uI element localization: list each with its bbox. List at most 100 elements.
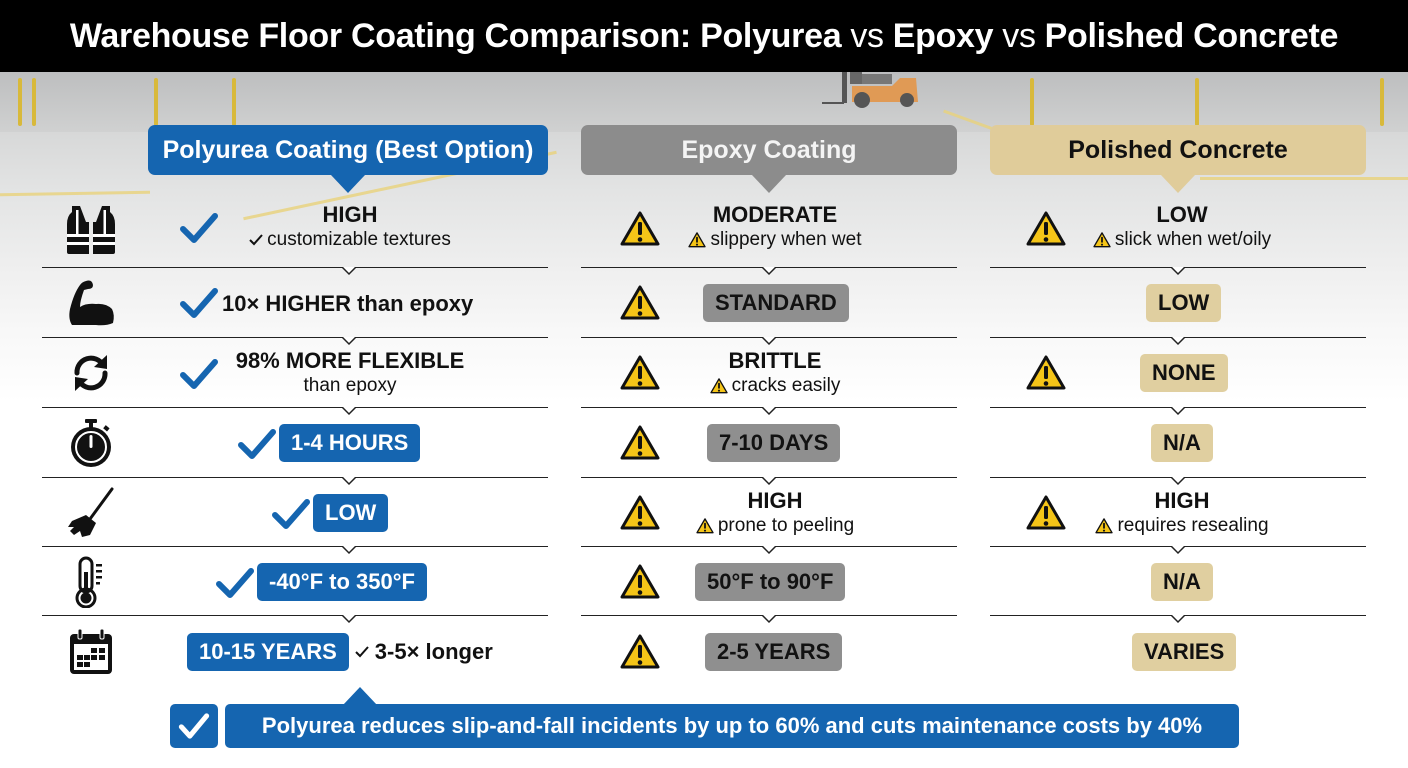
divider-notch [342,477,356,486]
divider-polyurea [42,477,548,486]
warning-icon [620,425,660,461]
safety-post [1195,78,1199,126]
check-small-icon [355,646,369,658]
value-sub-text: prone to peeling [717,515,855,536]
flexed-arm-icon [62,274,120,332]
divider-notch [762,267,776,276]
epoxy-maintenance: HIGH prone to peeling [645,488,905,538]
warning-icon [620,564,660,600]
concrete-slip-resistance: LOW slick when wet/oily [1052,202,1312,252]
value-main: HIGH [1154,488,1210,513]
divider-notch [1171,337,1185,346]
value-pill: VARIES [1132,633,1237,671]
divider-epoxy [581,477,957,486]
column-header-polyurea: Polyurea Coating (Best Option) [148,125,548,175]
divider-notch [762,477,776,486]
divider-polyurea [42,615,548,624]
column-header-concrete: Polished Concrete [990,125,1366,175]
value-main: 98% MORE FLEXIBLE [235,348,465,373]
title-part-epoxy: Epoxy [892,16,994,55]
divider-notch [342,407,356,416]
divider-notch [762,337,776,346]
check-icon [180,358,218,390]
divider-epoxy [581,267,957,276]
value-sub: customizable textures [249,228,451,252]
value-sub: requires resealing [1095,514,1269,538]
value-pill: -40°F to 350°F [257,563,427,601]
epoxy-strength: STANDARD [703,284,849,322]
column-header-epoxy: Epoxy Coating [581,125,957,175]
divider-concrete [990,407,1366,416]
concrete-temperature-range: N/A [1151,563,1213,601]
polyurea-temperature-range: -40°F to 350°F [257,563,427,601]
banner-check-badge [170,704,218,748]
value-pill: 10-15 YEARS [187,633,349,671]
safety-post [18,78,22,126]
polyurea-maintenance: LOW [313,494,389,532]
safety-post [232,78,236,126]
floor-stripe [0,190,151,197]
value-sub-text: customizable textures [267,229,451,250]
title-vs: vs [850,16,884,55]
floor-stripe [1200,177,1408,180]
divider-epoxy [581,407,957,416]
polyurea-strength: 10× HIGHER than epoxy [222,290,473,318]
warning-icon [1026,355,1066,391]
warning-small-icon [1093,232,1111,248]
value-pill: 1-4 HOURS [279,424,421,462]
divider-notch [342,267,356,276]
warning-small-icon [688,232,706,248]
divider-polyurea [42,407,548,416]
check-icon [178,712,210,740]
polyurea-lifespan: 10-15 YEARS 3-5× longer [187,633,493,671]
polyurea-flexibility: 98% MORE FLEXIBLE than epoxy [220,348,480,398]
warning-icon [620,634,660,670]
value-sub: slick when wet/oily [1093,228,1271,252]
summary-banner: Polyurea reduces slip-and-fall incidents… [225,687,1239,748]
value-sub-text: slippery when wet [710,229,862,250]
divider-polyurea [42,267,548,276]
value-sub: than epoxy [303,375,397,396]
check-icon [216,567,254,599]
divider-notch [342,337,356,346]
polyurea-cure-time: 1-4 HOURS [279,424,421,462]
title-part-polyurea: Warehouse Floor Coating Comparison: Poly… [69,16,842,55]
divider-notch [1171,267,1185,276]
thermometer-icon [62,553,120,611]
value-pill: 50°F to 90°F [695,563,846,601]
title-vs: vs [1002,16,1036,55]
value-pill: LOW [313,494,389,532]
value-sub-text: cracks easily [731,375,841,396]
value-pill: NONE [1140,354,1228,392]
forklift-illustration [822,72,918,108]
value-pill: N/A [1151,424,1213,462]
value-main: 10× HIGHER than epoxy [222,291,474,316]
epoxy-slip-resistance: MODERATE slippery when wet [645,202,905,252]
concrete-maintenance: HIGH requires resealing [1052,488,1312,538]
value-pill: 7-10 DAYS [707,424,841,462]
value-main: BRITTLE [728,348,822,373]
stopwatch-icon [62,414,120,472]
value-pill: LOW [1146,284,1222,322]
divider-notch [762,407,776,416]
summary-banner-text: Polyurea reduces slip-and-fall incidents… [261,713,1203,738]
value-sub-text: requires resealing [1117,515,1269,536]
divider-notch [762,615,776,624]
divider-epoxy [581,546,957,555]
divider-concrete [990,546,1366,555]
safety-post [1380,78,1384,126]
value-sub: cracks easily [710,374,841,398]
value-extra: 3-5× longer [374,639,493,664]
divider-notch [1171,407,1185,416]
concrete-cure-time: N/A [1151,424,1213,462]
epoxy-lifespan: 2-5 YEARS [705,633,843,671]
divider-polyurea [42,546,548,555]
warning-small-icon [1095,518,1113,534]
broom-icon [62,484,120,542]
divider-concrete [990,477,1366,486]
check-icon [180,212,218,244]
polyurea-slip-resistance: HIGH customizable textures [220,202,480,252]
epoxy-flexibility: BRITTLE cracks easily [645,348,905,398]
warning-icon [620,285,660,321]
safety-post [154,78,158,126]
